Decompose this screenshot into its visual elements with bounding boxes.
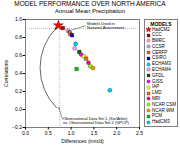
html-text:MODEL PERFORMANCE OVER NORTH A: MODEL PERFORMANCE OVER NORTH AMERICA: [14, 0, 166, 7]
svg-text:1.5: 1.5: [90, 129, 97, 135]
html-text:HadCM3: HadCM3: [152, 119, 170, 125]
html-text:PCM: PCM: [152, 113, 162, 119]
html-text:GISS: GISS: [152, 78, 163, 84]
html-text:HadCM2: HadCM2: [152, 26, 170, 32]
svg-text:1.0: 1.0: [68, 129, 75, 135]
svg-text:0.0: 0.0: [15, 106, 22, 112]
html-text:MODELS: MODELS: [150, 20, 172, 27]
svg-text:0.8: 0.8: [15, 34, 22, 40]
svg-text:2.0: 2.0: [113, 129, 120, 135]
html-text:Annual Mean Precipitation: Annual Mean Precipitation: [55, 7, 125, 14]
html-text:LMD: LMD: [152, 90, 162, 96]
svg-text:Differences (mm/d): Differences (mm/d): [61, 137, 104, 143]
html-text:CERFP: CERFP: [152, 49, 168, 55]
svg-text:0.2: 0.2: [15, 88, 22, 94]
svg-text:0.4: 0.4: [15, 70, 22, 76]
html-text:IAP: IAP: [152, 84, 160, 90]
svg-text:Models Used inNational Assessm: Models Used inNational Assessment: [87, 20, 125, 29]
html-text:MRI: MRI: [152, 96, 161, 102]
svg-text:0.5: 0.5: [45, 129, 52, 135]
html-text:CCC: CCC: [152, 32, 162, 38]
html-text:BMRC: BMRC: [152, 38, 166, 44]
svg-text:0.0: 0.0: [22, 129, 29, 135]
html-text:ECHAM4: ECHAM4: [152, 67, 171, 73]
html-text:NCAR CSM: NCAR CSM: [152, 101, 176, 107]
html-text:NCAR WM: NCAR WM: [152, 107, 174, 113]
html-text:CSIRO: CSIRO: [152, 55, 167, 61]
svg-text:Correlations: Correlations: [3, 59, 9, 86]
svg-text:2.5: 2.5: [136, 129, 143, 135]
svg-text:Observational Data Set 1 (Xie/: Observational Data Set 1 (Xie/Arkin)vs. …: [63, 115, 130, 124]
html-text:GFDL: GFDL: [152, 72, 164, 78]
svg-text:1.0: 1.0: [15, 16, 22, 22]
html-text:CCSR: CCSR: [152, 43, 165, 49]
svg-text:0.6: 0.6: [15, 52, 22, 58]
html-text:ECHAM3: ECHAM3: [152, 61, 171, 67]
svg-text:−0.2: −0.2: [12, 124, 22, 130]
